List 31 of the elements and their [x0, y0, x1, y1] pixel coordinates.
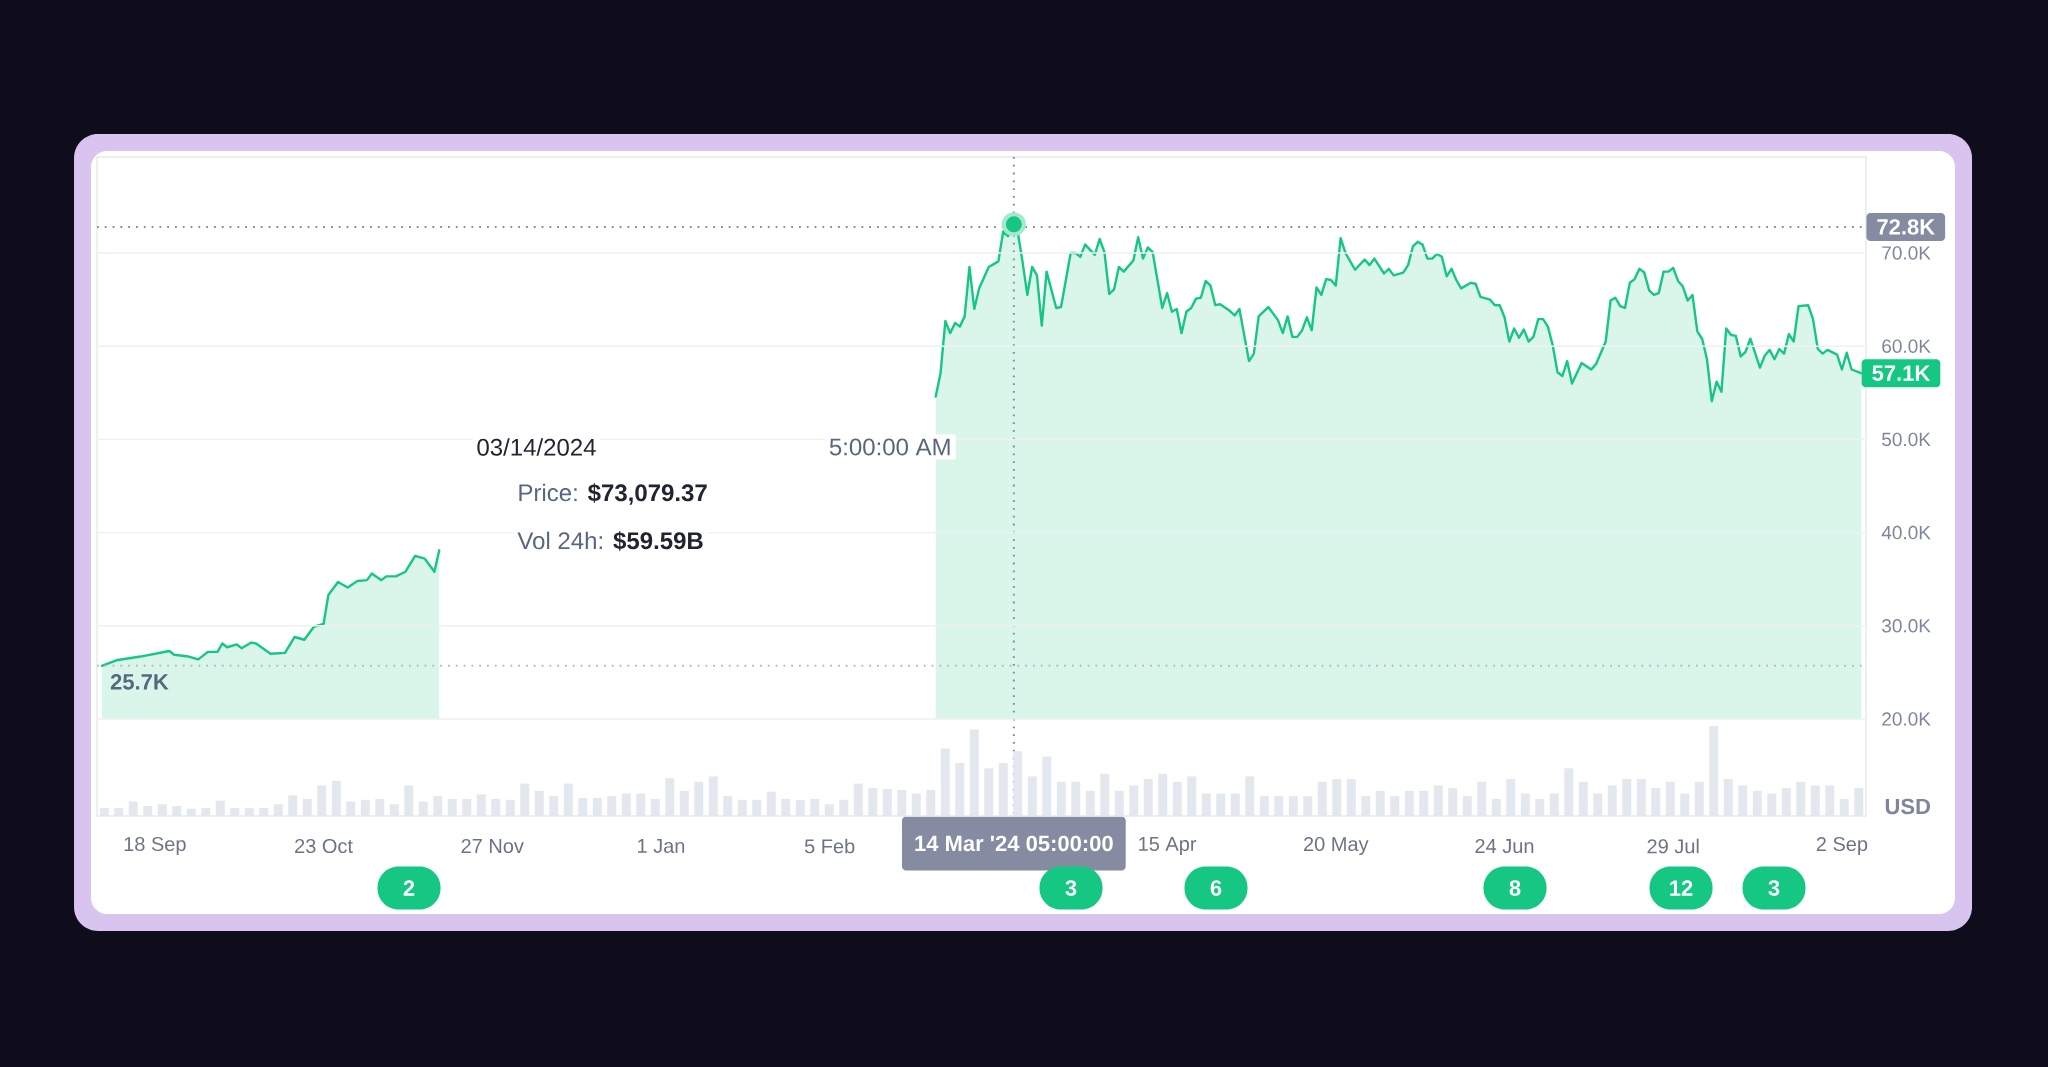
y-tick-label: 60.0K: [1882, 339, 1931, 353]
text: 2: [403, 880, 415, 896]
x-tick-label: 20 May: [1304, 836, 1369, 856]
text: 8: [1509, 880, 1521, 896]
text: 3: [1768, 880, 1780, 896]
y-tick-label: 20.0K: [1882, 712, 1931, 726]
ref-line-label: 14 Mar '24 05:00:00: [915, 835, 1113, 852]
y-tick-label: 40.0K: [1881, 525, 1931, 540]
y-tick-label: 30.0K: [1882, 619, 1931, 633]
annotation: Vol 24h: $59.59B: [517, 531, 703, 551]
y-tick-label: 50.0K: [1882, 432, 1931, 447]
y-axis-title: USD: [1885, 798, 1931, 815]
x-tick-label: 2 Sep: [1816, 836, 1868, 856]
ref-line-label: 25.7K: [110, 674, 169, 690]
annotation: 5:00:00 AM: [829, 438, 950, 456]
text: 12: [1670, 880, 1693, 896]
x-tick-label: 15 Apr: [1139, 837, 1197, 855]
x-tick-label: 5 Feb: [804, 838, 855, 854]
text: 3: [1065, 880, 1077, 896]
annotation: 57.1K: [1872, 365, 1931, 381]
ref-line-label: 72.8K: [1877, 219, 1935, 235]
x-tick-label: 1 Jan: [638, 839, 685, 853]
x-tick-label: 27 Nov: [461, 838, 524, 854]
y-tick-label: 70.0K: [1882, 246, 1931, 260]
annotation: Price: $73,079.37: [519, 483, 707, 505]
x-tick-label: 24 Jun: [1475, 838, 1534, 854]
annotation: 03/14/2024: [477, 438, 596, 456]
text: 6: [1210, 880, 1222, 896]
x-tick-label: 18 Sep: [124, 836, 186, 856]
x-tick-label: 29 Jul: [1647, 838, 1699, 854]
x-tick-label: 23 Oct: [295, 838, 353, 854]
